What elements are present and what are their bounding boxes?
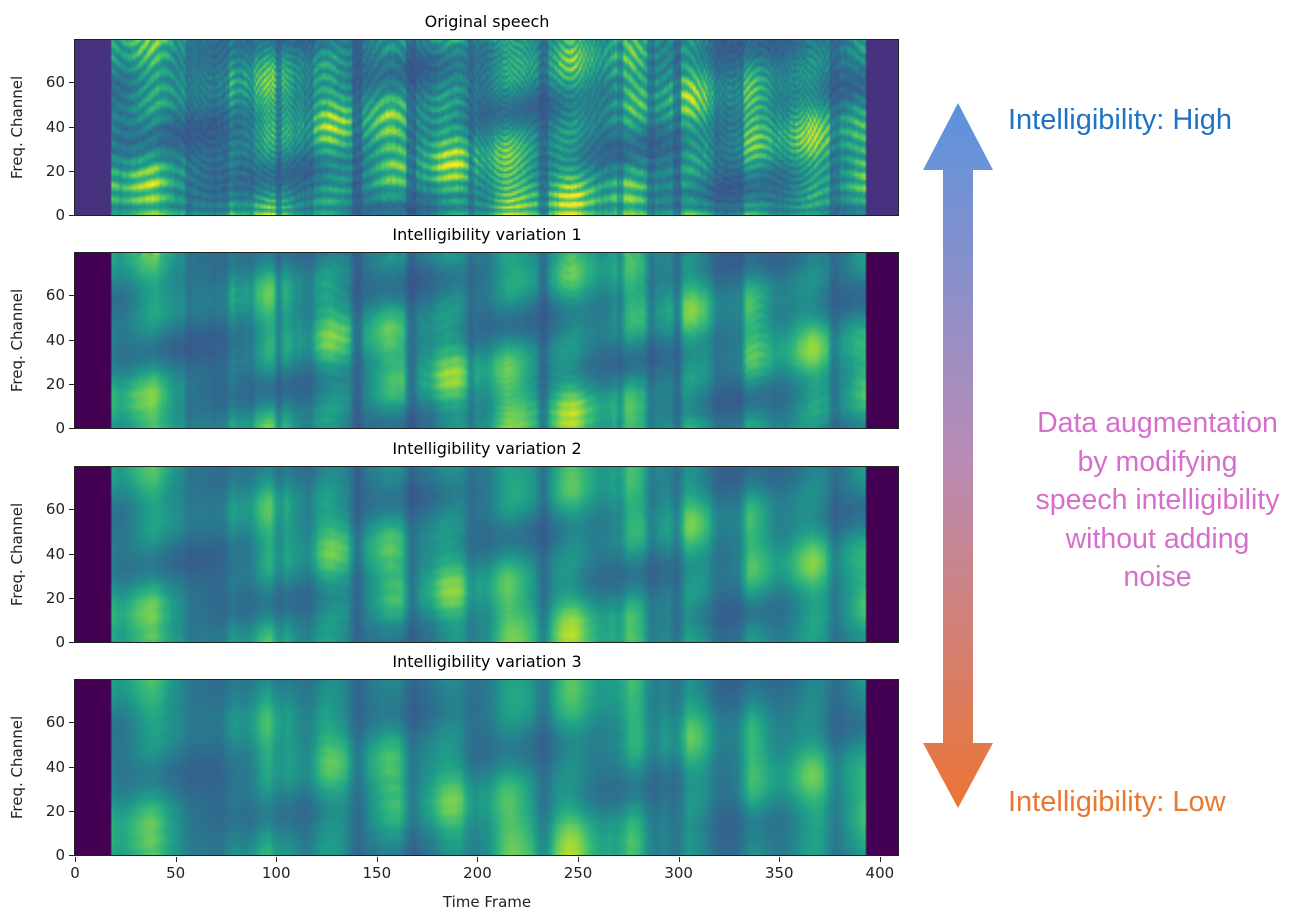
description-line: noise: [1123, 561, 1192, 593]
x-tick-label: 200: [457, 857, 497, 882]
x-tick-label: 100: [256, 857, 296, 882]
y-axis-label: Freq. Channel: [8, 288, 26, 393]
spectrogram-heatmap: [75, 40, 898, 215]
y-tick-label: 40: [35, 331, 74, 349]
panel-title: Intelligibility variation 2: [392, 439, 582, 458]
y-tick-label: 20: [35, 802, 74, 820]
x-tick-label: 150: [357, 857, 397, 882]
spectrogram-panel: [74, 466, 899, 643]
x-axis-label: Time Frame: [442, 893, 532, 911]
intelligibility-high-label: Intelligibility: High: [1008, 104, 1233, 136]
y-tick-label: 20: [35, 589, 74, 607]
y-tick-label: 60: [35, 500, 74, 518]
y-tick-label: 20: [35, 162, 74, 180]
y-tick-label: 40: [35, 758, 74, 776]
intelligibility-low-label: Intelligibility: Low: [1008, 786, 1226, 818]
spectrogram-heatmap: [75, 680, 898, 855]
x-tick-label: 400: [860, 857, 900, 882]
panel-title: Original speech: [424, 12, 550, 31]
description-line: speech intelligibility: [1035, 484, 1280, 516]
x-tick-label: 50: [156, 857, 196, 882]
x-tick-label: 250: [558, 857, 598, 882]
y-tick-label: 0: [35, 846, 74, 864]
spectrogram-panel: [74, 252, 899, 429]
x-tick-label: 300: [659, 857, 699, 882]
y-tick-label: 20: [35, 375, 74, 393]
y-axis-label: Freq. Channel: [8, 715, 26, 820]
y-tick-label: 0: [35, 206, 74, 224]
spectrogram-panel: [74, 39, 899, 216]
x-tick-label: 0: [55, 857, 95, 882]
spectrogram-panel: [74, 679, 899, 856]
panel-title: Intelligibility variation 3: [392, 652, 582, 671]
y-tick-label: 0: [35, 419, 74, 437]
x-tick-label: 350: [759, 857, 799, 882]
y-tick-label: 60: [35, 713, 74, 731]
y-axis-label: Freq. Channel: [8, 502, 26, 607]
panel-title: Intelligibility variation 1: [392, 225, 582, 244]
y-tick-label: 0: [35, 633, 74, 651]
description-text: Data augmentation by modifying speech in…: [1005, 404, 1300, 597]
y-tick-label: 40: [35, 545, 74, 563]
intelligibility-arrow: [923, 103, 993, 808]
y-tick-label: 40: [35, 118, 74, 136]
description-line: by modifying: [1077, 445, 1238, 478]
spectrogram-heatmap: [75, 467, 898, 642]
y-axis-label: Freq. Channel: [8, 75, 26, 180]
description-line: Data augmentation: [1037, 407, 1278, 439]
double-arrow-shape: [923, 103, 993, 808]
spectrogram-heatmap: [75, 253, 898, 428]
description-line: without adding: [1065, 522, 1250, 555]
y-tick-label: 60: [35, 73, 74, 91]
y-tick-label: 60: [35, 286, 74, 304]
